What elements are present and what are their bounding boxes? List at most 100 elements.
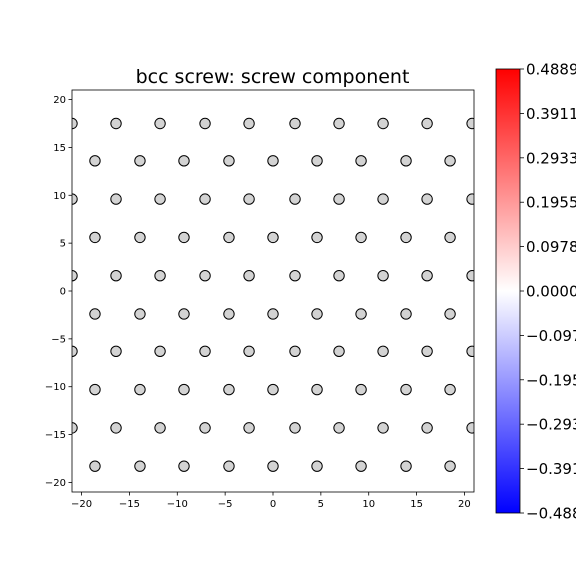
atom-point	[223, 231, 235, 244]
x-tick-label: 5	[318, 499, 324, 510]
atom-point	[243, 193, 255, 205]
atom-point	[444, 155, 456, 167]
atom-point	[110, 422, 122, 434]
colorbar-tick-label: −0.097	[526, 327, 576, 345]
atom-point	[311, 231, 323, 244]
atom-point	[466, 345, 474, 357]
atom-point	[243, 422, 255, 434]
colorbar-tick-label: −0.195	[526, 371, 576, 389]
atom-point	[400, 155, 412, 167]
colorbar-tick-label: 0.2933	[526, 149, 576, 167]
atom-point	[110, 193, 122, 205]
atom-point	[199, 345, 211, 357]
x-axis: −20 −15 −10 −5 0 5 10 15 20	[71, 492, 471, 510]
atom-point	[134, 460, 146, 472]
atom-point	[400, 308, 412, 320]
atom-point	[355, 155, 367, 167]
atom-point	[311, 155, 323, 167]
atom-point	[355, 308, 367, 320]
x-tick-label: −10	[167, 499, 188, 510]
atom-point	[466, 269, 474, 282]
atom-point	[400, 460, 412, 472]
x-tick-label: 0	[270, 499, 276, 510]
atom-point	[311, 308, 323, 320]
chart-title: bcc screw: screw component	[136, 66, 410, 88]
x-tick-label: −20	[71, 499, 92, 510]
atom-point	[154, 117, 166, 130]
atom-point	[267, 460, 279, 472]
colorbar-tick-label: −0.293	[526, 416, 576, 434]
y-tick-label: −5	[51, 334, 66, 345]
colorbar-axis: 0.4889 0.3911 0.2933 0.1955 0.0978 0.0000 −0.0…	[520, 61, 576, 523]
atom-point	[466, 193, 474, 205]
atom-point	[267, 231, 279, 244]
atom-point	[89, 155, 101, 167]
atom-point	[267, 383, 279, 396]
y-axis: −20 −15 −10 −5 0 5 10 15 20	[45, 95, 72, 489]
colorbar-tick-label: 0.4889	[526, 61, 576, 79]
colorbar-tick-label: −0.391	[526, 460, 576, 478]
atom-point	[421, 422, 433, 434]
atom-point	[110, 345, 122, 357]
colorbar-tick-label: 0.0000	[526, 283, 576, 301]
atom-point	[421, 117, 433, 130]
atom-point	[333, 117, 345, 130]
plot-area	[71, 89, 475, 493]
atom-point	[178, 231, 190, 244]
atom-point	[178, 383, 190, 396]
atom-point	[377, 193, 389, 205]
y-tick-label: 15	[53, 143, 66, 154]
atom-point	[466, 117, 474, 130]
x-tick-label: 15	[410, 499, 423, 510]
atom-point	[154, 345, 166, 357]
atom-point	[223, 460, 235, 472]
atom-point	[421, 345, 433, 357]
atom-point	[89, 308, 101, 320]
atom-layer	[72, 117, 474, 472]
atom-point	[355, 383, 367, 396]
atom-point	[400, 231, 412, 244]
atom-point	[134, 308, 146, 320]
atom-point	[444, 308, 456, 320]
atom-point	[199, 117, 211, 130]
atom-point	[421, 193, 433, 205]
y-tick-label: −15	[45, 430, 66, 441]
x-tick-label: 20	[458, 499, 471, 510]
colorbar-tick-label: 0.0978	[526, 238, 576, 256]
y-tick-label: 5	[60, 239, 66, 250]
atom-point	[89, 460, 101, 472]
atom-point	[199, 422, 211, 434]
atom-point	[377, 422, 389, 434]
atom-point	[377, 345, 389, 357]
atom-point	[154, 269, 166, 282]
atom-point	[333, 269, 345, 282]
atom-point	[134, 155, 146, 167]
atom-point	[377, 269, 389, 282]
atom-point	[110, 117, 122, 130]
x-tick-label: −5	[218, 499, 233, 510]
atom-point	[377, 117, 389, 130]
colorbar-tick-label: 0.3911	[526, 105, 576, 123]
atom-point	[199, 269, 211, 282]
atom-point	[444, 460, 456, 472]
atom-point	[466, 422, 474, 434]
atom-point	[289, 422, 301, 434]
atom-point	[223, 155, 235, 167]
atom-point	[333, 345, 345, 357]
atom-point	[243, 117, 255, 130]
atom-point	[89, 231, 101, 244]
atom-point	[311, 383, 323, 396]
atom-point	[154, 193, 166, 205]
atom-point	[355, 460, 367, 472]
atom-point	[289, 345, 301, 357]
atom-point	[444, 231, 456, 244]
atom-point	[134, 383, 146, 396]
atom-point	[311, 460, 323, 472]
atom-point	[178, 460, 190, 472]
atom-point	[178, 308, 190, 320]
colorbar	[495, 68, 521, 514]
y-tick-label: 10	[53, 191, 66, 202]
atom-point	[333, 422, 345, 434]
atom-point	[223, 308, 235, 320]
